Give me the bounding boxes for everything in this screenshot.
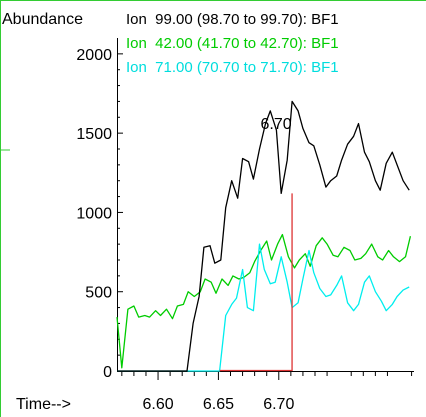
legend-entry-ion-71: Ion 71.00 (70.70 to 71.70): BF1 bbox=[126, 59, 339, 76]
y-axis-label: Abundance bbox=[2, 11, 83, 28]
y-tick-label-0: 0 bbox=[103, 364, 112, 381]
peak-annotation-label: 6.70 bbox=[260, 116, 291, 133]
legend: Ion 99.00 (98.70 to 99.70): BF1 Ion 42.0… bbox=[126, 11, 339, 76]
y-tick-label-2000: 2000 bbox=[76, 47, 112, 64]
x-tick-label-6.60: 6.60 bbox=[142, 396, 173, 413]
x-axis-label: Time--> bbox=[16, 396, 71, 413]
series-line-2 bbox=[117, 243, 410, 372]
y-tick-label-1500: 1500 bbox=[76, 126, 112, 143]
series-line-1 bbox=[116, 233, 412, 369]
series-line-0 bbox=[117, 100, 410, 372]
legend-entry-ion-42: Ion 42.00 (41.70 to 42.70): BF1 bbox=[126, 35, 339, 52]
y-tick-label-1000: 1000 bbox=[76, 205, 112, 222]
y-tick-label-500: 500 bbox=[85, 285, 112, 302]
peak-marker-layer: 6.70 bbox=[219, 116, 293, 372]
x-tick-label-6.65: 6.65 bbox=[203, 396, 234, 413]
y-axis-ticks: 0 500 1000 1500 2000 bbox=[76, 47, 123, 381]
x-axis-ticks: 6.60 6.65 6.70 bbox=[121, 371, 413, 413]
legend-entry-ion-99: Ion 99.00 (98.70 to 99.70): BF1 bbox=[126, 11, 339, 28]
series-layer bbox=[116, 100, 412, 372]
x-tick-label-6.70: 6.70 bbox=[263, 396, 294, 413]
